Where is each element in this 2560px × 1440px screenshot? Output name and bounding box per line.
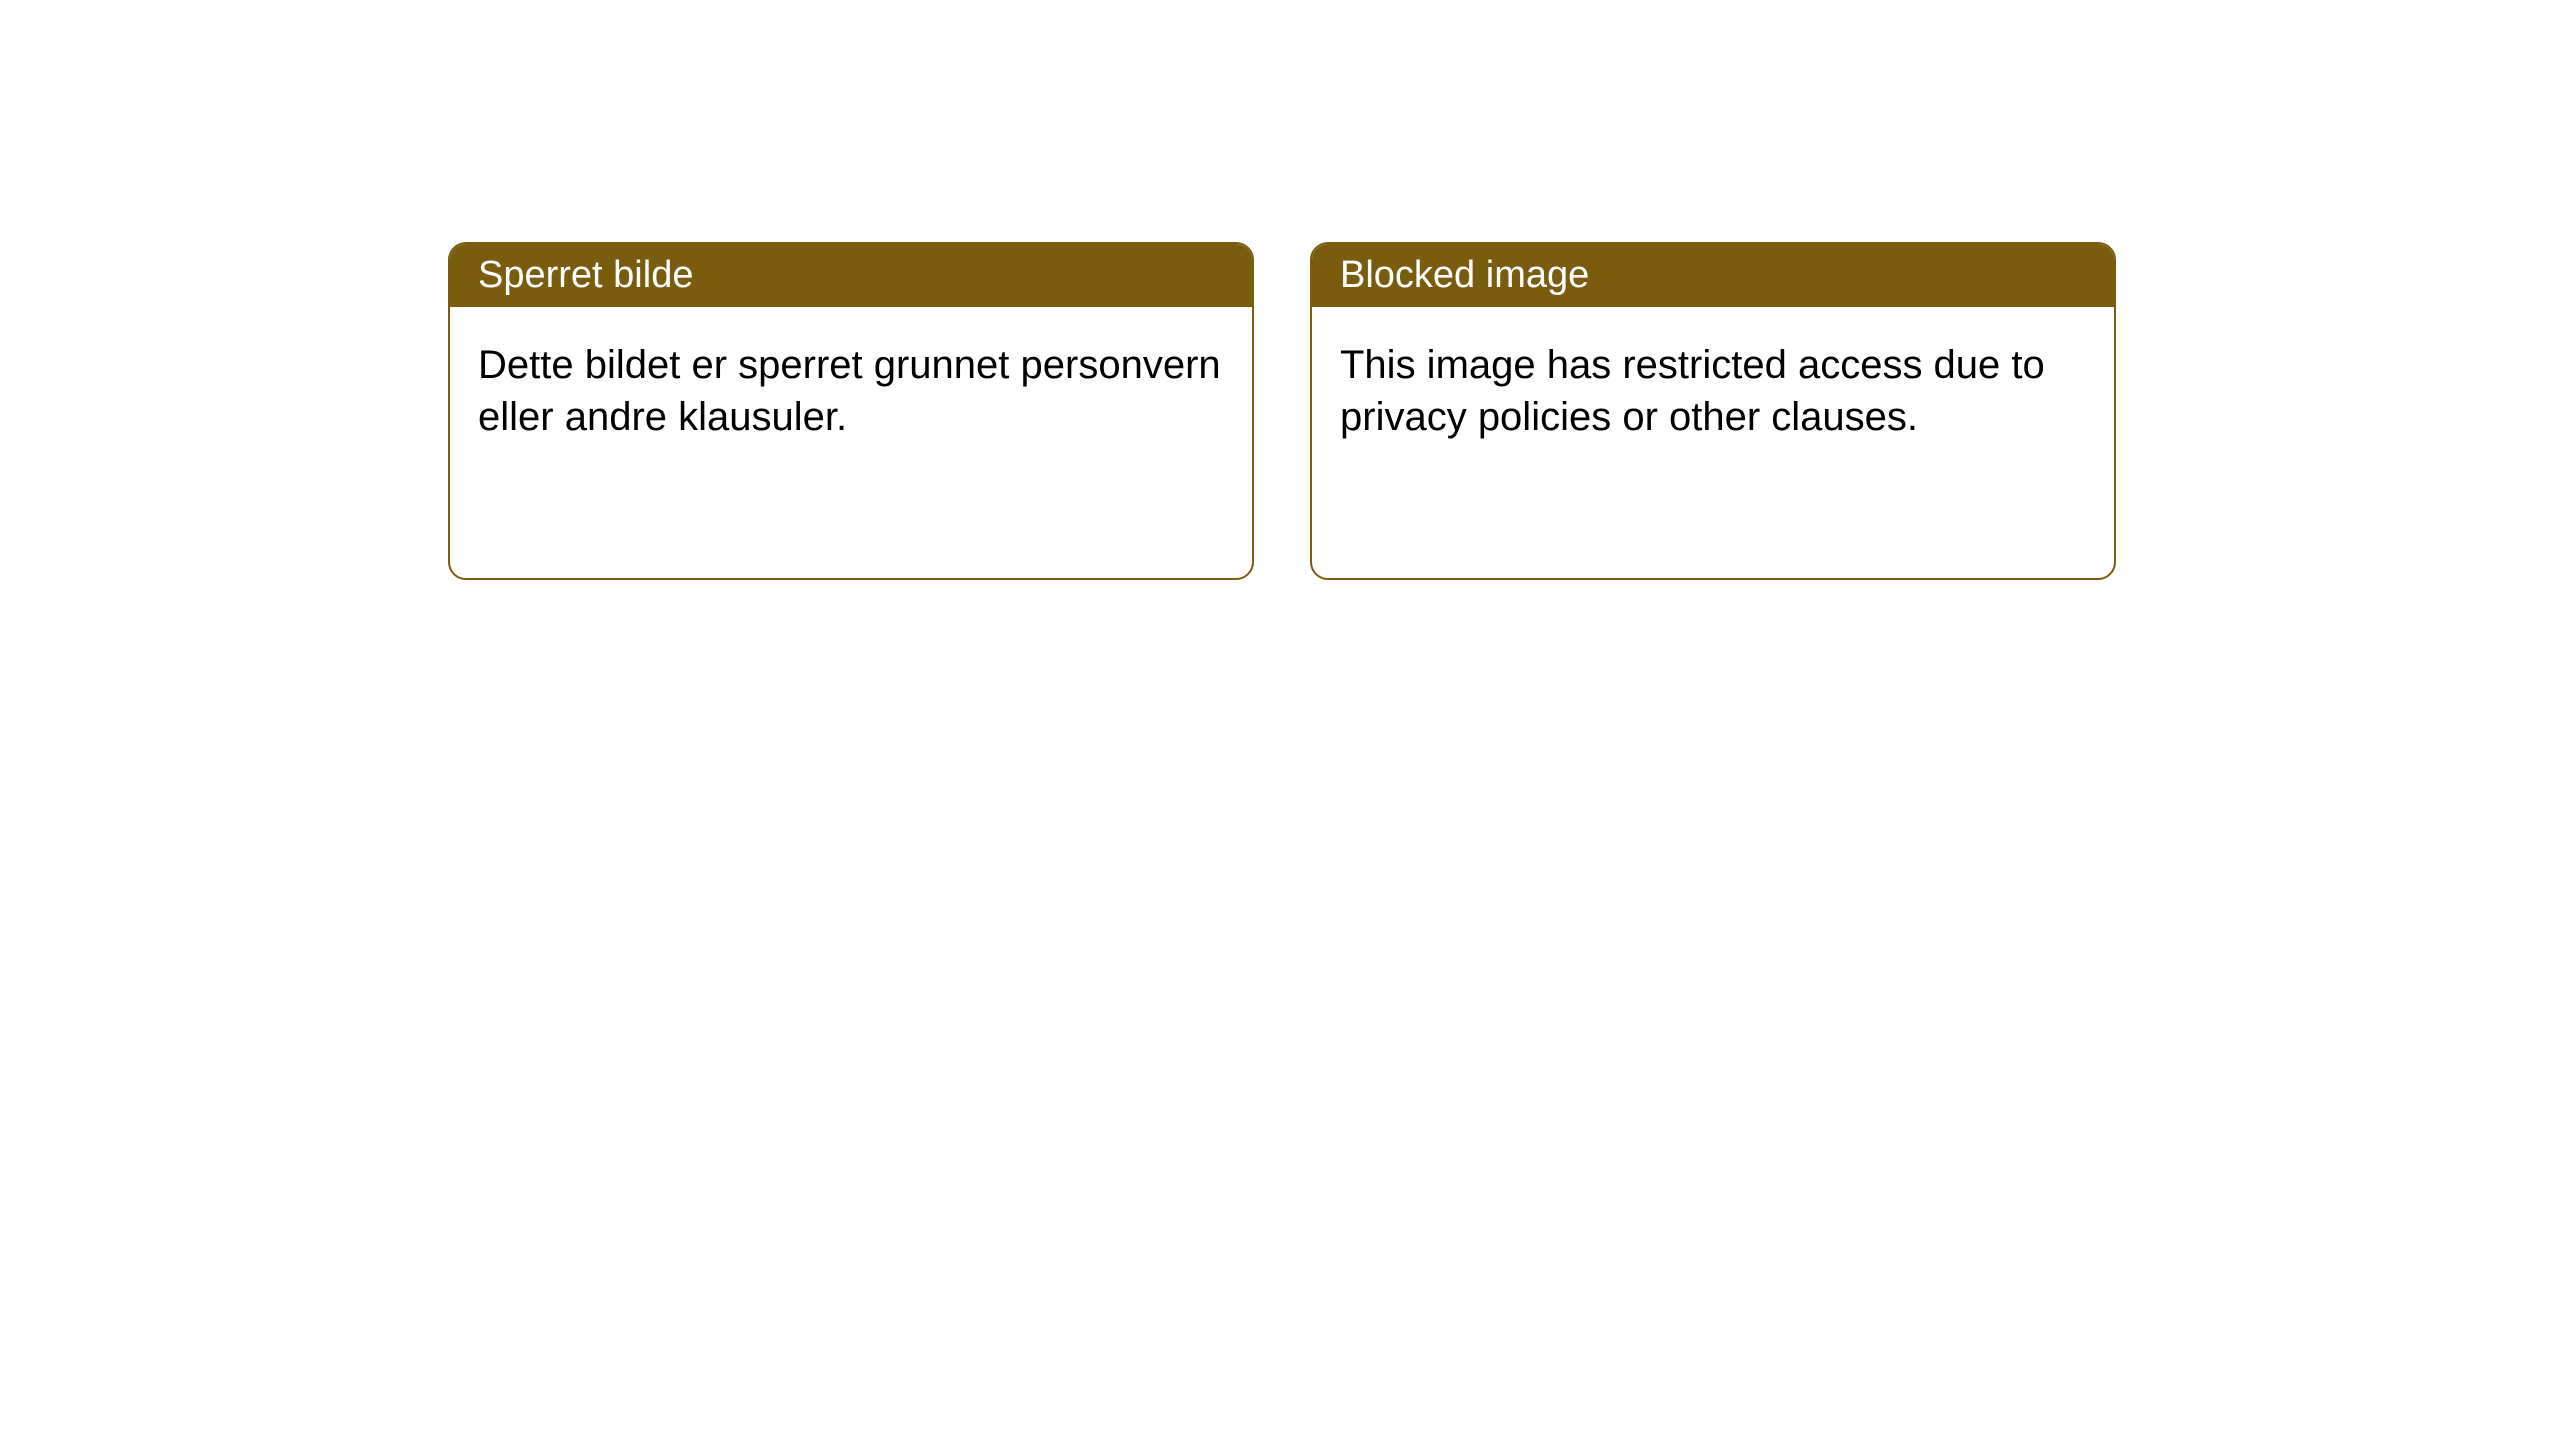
notice-title: Blocked image bbox=[1340, 254, 1589, 296]
notice-body-text: Dette bildet er sperret grunnet personve… bbox=[478, 343, 1221, 439]
notice-container: Sperret bilde Dette bildet er sperret gr… bbox=[448, 242, 2116, 580]
notice-header: Sperret bilde bbox=[450, 244, 1252, 307]
notice-header: Blocked image bbox=[1312, 244, 2114, 307]
notice-body-text: This image has restricted access due to … bbox=[1340, 343, 2045, 439]
notice-title: Sperret bilde bbox=[478, 254, 693, 296]
notice-body: This image has restricted access due to … bbox=[1312, 307, 2114, 475]
notice-body: Dette bildet er sperret grunnet personve… bbox=[450, 307, 1252, 475]
notice-card-norwegian: Sperret bilde Dette bildet er sperret gr… bbox=[448, 242, 1254, 580]
notice-card-english: Blocked image This image has restricted … bbox=[1310, 242, 2116, 580]
